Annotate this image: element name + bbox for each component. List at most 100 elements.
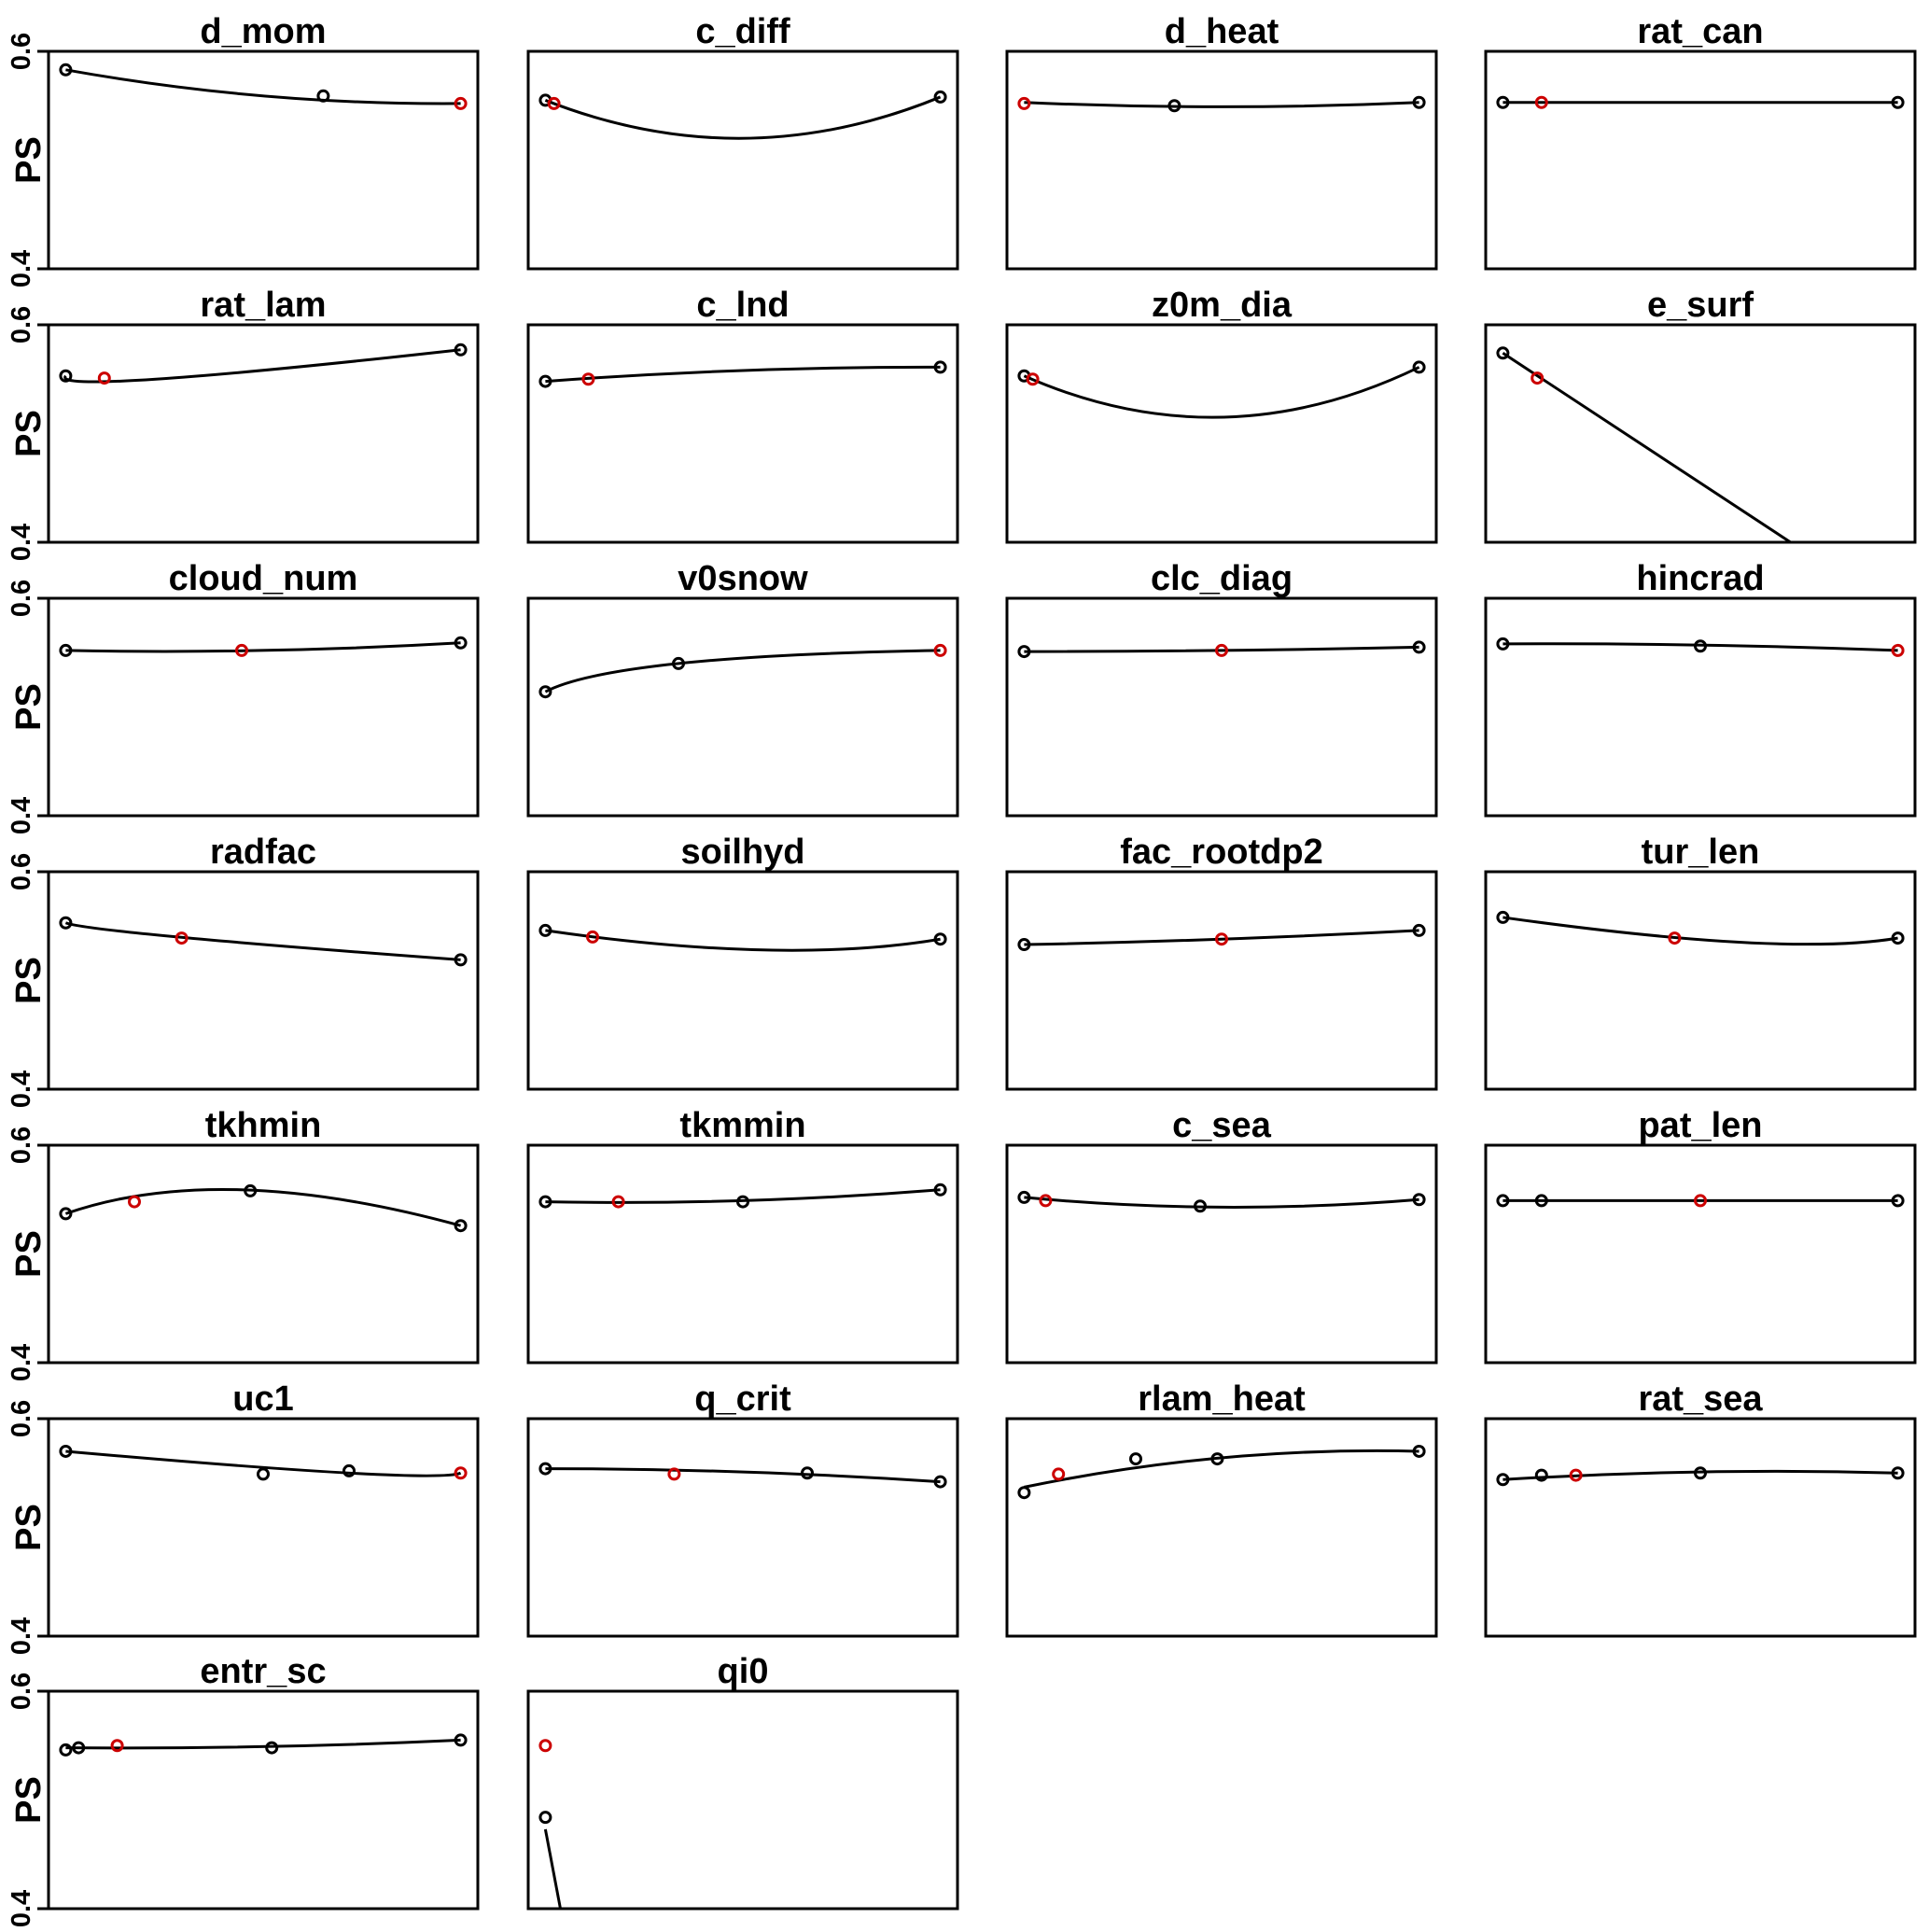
fit-curve: [65, 1449, 462, 1477]
panel-title: clc_diag: [1151, 559, 1293, 598]
default-value-point: [1891, 643, 1905, 657]
y-tick-label: 0.6: [7, 1127, 36, 1164]
fit-curve: [545, 1188, 941, 1204]
default-value-point: [1668, 931, 1682, 945]
panel-title: uc1: [232, 1379, 293, 1419]
data-point: [538, 1195, 552, 1209]
default-value-point: [667, 1467, 681, 1481]
panel-title: q_crit: [694, 1379, 791, 1419]
data-point: [736, 1195, 749, 1209]
panel-title: rlam_heat: [1138, 1379, 1306, 1419]
panel-radfac: radfac 0.4 0.6 PS: [7, 833, 480, 1108]
fit-curve: [1023, 366, 1420, 419]
data-point: [1412, 95, 1426, 109]
data-point: [59, 643, 73, 657]
data-point: [454, 953, 468, 967]
panel-title: e_surf: [1647, 286, 1754, 325]
fit-curve: [64, 1188, 461, 1227]
default-value-point: [110, 1739, 124, 1753]
plot-frame: [1484, 870, 1917, 1091]
data-point: [454, 1219, 468, 1233]
fit-curve: [543, 1828, 562, 1909]
y-tick-label: 0.4: [7, 1617, 36, 1655]
panel-title: tkhmin: [205, 1106, 322, 1145]
data-point: [933, 360, 947, 374]
panel-title: c_diff: [695, 12, 790, 51]
data-point: [1496, 1473, 1510, 1487]
plot-frame: [526, 1143, 959, 1365]
data-point: [801, 1466, 814, 1480]
default-value-point: [611, 1195, 625, 1209]
y-axis-label: PS: [9, 1504, 49, 1551]
panel-title: cloud_num: [169, 559, 358, 598]
data-point: [672, 656, 685, 670]
panel-pat_len: pat_len: [1484, 1106, 1917, 1365]
y-tick-label: 0.4: [7, 1344, 36, 1381]
data-point: [1694, 1466, 1707, 1480]
fit-curve: [545, 929, 941, 952]
plot-frame: [526, 1689, 959, 1911]
default-value-point: [1026, 372, 1040, 386]
plot-frame: [1005, 1143, 1438, 1365]
panel-tkhmin: tkhmin 0.4 0.6 PS: [7, 1106, 480, 1381]
data-point: [59, 1743, 73, 1757]
plot-frame: [526, 49, 959, 271]
default-value-point: [1694, 1194, 1707, 1208]
panel-title: tkmmin: [679, 1106, 805, 1145]
panel-title: v0snow: [678, 559, 808, 598]
data-point: [1694, 639, 1707, 653]
data-point: [538, 374, 552, 388]
plot-frame: [1484, 1417, 1917, 1638]
default-value-point: [581, 372, 595, 386]
y-tick-label: 0.4: [7, 1890, 36, 1927]
fit-curve: [545, 365, 941, 384]
plot-frame: [526, 870, 959, 1091]
fit-curve: [544, 95, 942, 140]
panel-title: rat_can: [1637, 12, 1763, 51]
data-point: [1017, 1190, 1031, 1204]
panel-d_heat: d_heat: [1005, 12, 1438, 271]
plot-frame: [47, 1143, 480, 1365]
panel-title: pat_len: [1638, 1106, 1762, 1145]
y-tick-label: 0.6: [7, 1400, 36, 1437]
fit-curve: [65, 1738, 461, 1750]
data-point: [1496, 1194, 1510, 1208]
plot-frame: [47, 596, 480, 818]
y-tick-label: 0.6: [7, 33, 36, 70]
panel-q_crit: q_crit: [526, 1379, 959, 1638]
data-point: [1412, 923, 1426, 937]
data-point: [933, 932, 947, 946]
plot-frame: [1005, 596, 1438, 818]
fit-curve: [64, 921, 461, 961]
default-value-point: [1534, 95, 1548, 109]
panel-rat_sea: rat_sea: [1484, 1379, 1917, 1638]
plot-frame: [1484, 323, 1917, 544]
default-value-point: [547, 96, 561, 110]
data-point: [538, 1811, 552, 1825]
fit-curve: [1024, 645, 1419, 653]
fit-curve: [63, 348, 461, 384]
y-axis-label: PS: [9, 683, 49, 731]
default-value-point: [235, 643, 248, 657]
panel-e_surf: e_surf: [1484, 286, 1917, 544]
default-value-point: [454, 96, 468, 110]
data-point: [538, 685, 552, 699]
y-tick-label: 0.4: [7, 797, 36, 834]
y-tick-label: 0.4: [7, 524, 36, 561]
panel-title: radfac: [210, 833, 316, 872]
data-point: [72, 1741, 86, 1755]
plot-frame: [1005, 49, 1438, 271]
data-point: [1017, 938, 1031, 952]
y-tick-label: 0.4: [7, 1071, 36, 1108]
plot-frame: [47, 870, 480, 1091]
panel-title: d_heat: [1165, 12, 1279, 51]
default-value-point: [175, 931, 189, 945]
default-value-point: [1215, 932, 1228, 946]
panel-entr_sc: entr_sc 0.4 0.6 PS: [7, 1652, 480, 1927]
y-axis-label: PS: [9, 410, 49, 457]
data-point: [1496, 637, 1510, 651]
plot-frame: [1005, 323, 1438, 544]
plot-frame: [47, 49, 480, 271]
fit-curve: [65, 641, 461, 653]
